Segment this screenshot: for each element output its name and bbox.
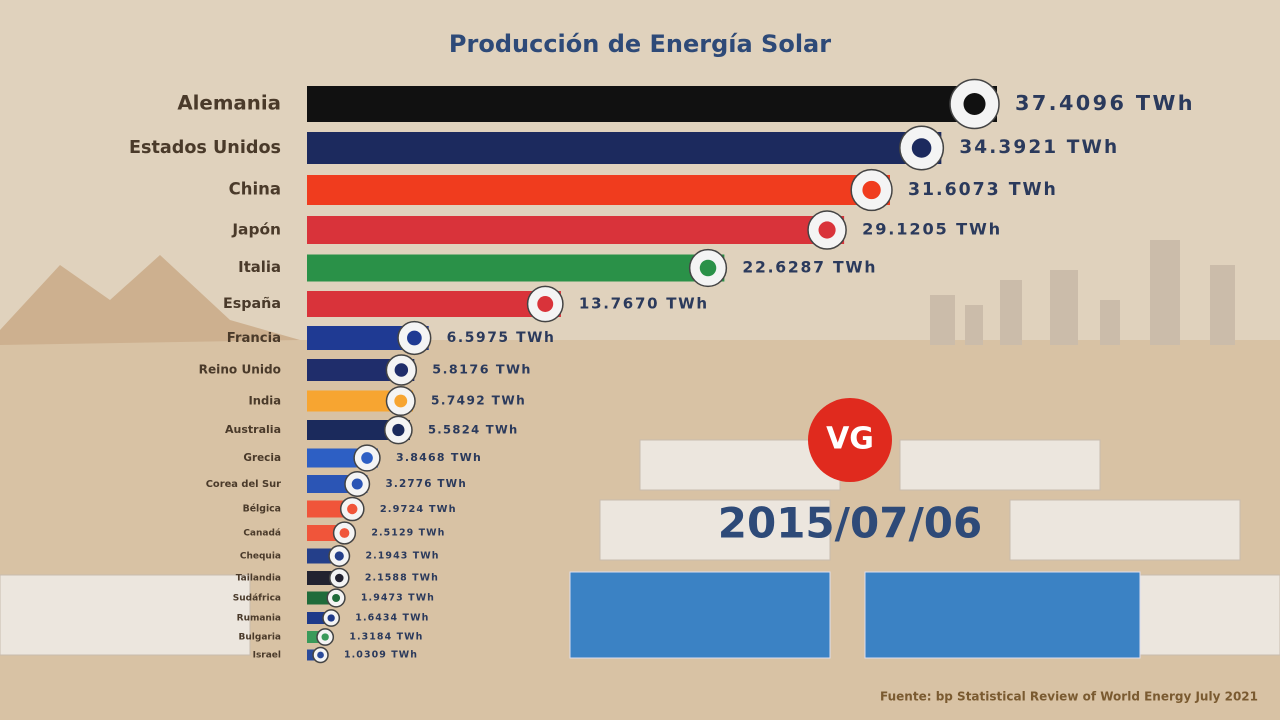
category-label: Estados Unidos [129,138,281,158]
date: 2015/07/06 [718,499,982,548]
category-label: Japón [231,221,281,239]
logo-circle [808,398,892,482]
flag-center [699,259,717,277]
flag-center [327,614,335,622]
value-label: 5.5824 TWh [428,423,519,437]
bar [307,216,845,244]
category-label: Italia [238,258,281,276]
value-label: 2.5129 TWh [371,528,445,539]
value-label: 31.6073 TWh [908,180,1058,200]
value-label: 5.7492 TWh [431,394,526,408]
category-label: Tailandia [236,574,281,584]
bar [307,254,725,282]
category-label: Rumania [237,614,281,624]
value-label: 2.9724 TWh [380,504,457,515]
flag-center [862,180,881,200]
category-label: Alemania [177,92,281,115]
value-label: 1.9473 TWh [361,593,435,604]
mountains [0,255,300,345]
value-label: 29.1205 TWh [862,220,1002,239]
value-label: 13.7670 TWh [579,295,709,313]
value-label: 37.4096 TWh [1015,91,1195,115]
panels-blue [569,571,1141,659]
value-label: 3.2776 TWh [385,478,466,490]
flag-center [321,633,329,641]
chart-title: Producción de Energía Solar [449,30,831,58]
value-label: 6.5975 TWh [447,330,556,346]
category-label: Reino Unido [199,363,281,377]
category-label: Corea del Sur [206,479,281,490]
value-label: 34.3921 TWh [959,137,1119,158]
value-label: 22.6287 TWh [742,259,877,277]
logo: VG [826,422,874,457]
category-label: China [229,180,281,199]
value-label: 1.6434 TWh [355,613,429,624]
flag-center [407,330,422,346]
category-label: Bélgica [243,504,281,515]
category-label: Canadá [243,529,281,539]
category-label: Sudáfrica [233,594,281,604]
flag-center [351,478,363,490]
category-label: Grecia [243,452,281,464]
category-label: Francia [227,331,281,346]
bar [307,420,410,440]
panels-bg [0,439,1280,656]
category-label: Chequia [240,552,281,562]
bar [307,86,997,122]
flag-center [347,503,358,515]
category-label: España [223,296,281,312]
category-label: Israel [253,651,281,661]
flag-center [334,551,344,561]
flag-center [339,528,350,538]
flag-center [394,394,408,408]
flag-center [361,452,373,464]
value-label: 5.8176 TWh [432,362,532,377]
flag-center [911,138,932,158]
flag-center [335,573,344,583]
flag-center [963,92,986,116]
value-label: 3.8468 TWh [396,451,482,464]
flag-center [392,423,405,437]
flag-center [332,594,341,602]
bar [307,132,942,164]
value-label: 1.0309 TWh [344,650,418,661]
bar [307,175,890,205]
value-label: 1.3184 TWh [349,632,423,643]
category-label: Bulgaria [239,633,281,643]
value-label: 2.1588 TWh [365,573,439,584]
bar [307,390,414,412]
source: Fuente: bp Statistical Review of World E… [880,690,1258,704]
category-label: Australia [225,423,281,436]
bar [307,291,561,317]
flag-center [317,651,324,659]
skyline [930,240,1235,345]
flag-center [818,221,836,239]
flag-center [394,363,409,377]
value-label: 2.1943 TWh [365,551,439,562]
category-label: India [248,394,281,408]
flag-center [537,296,554,312]
